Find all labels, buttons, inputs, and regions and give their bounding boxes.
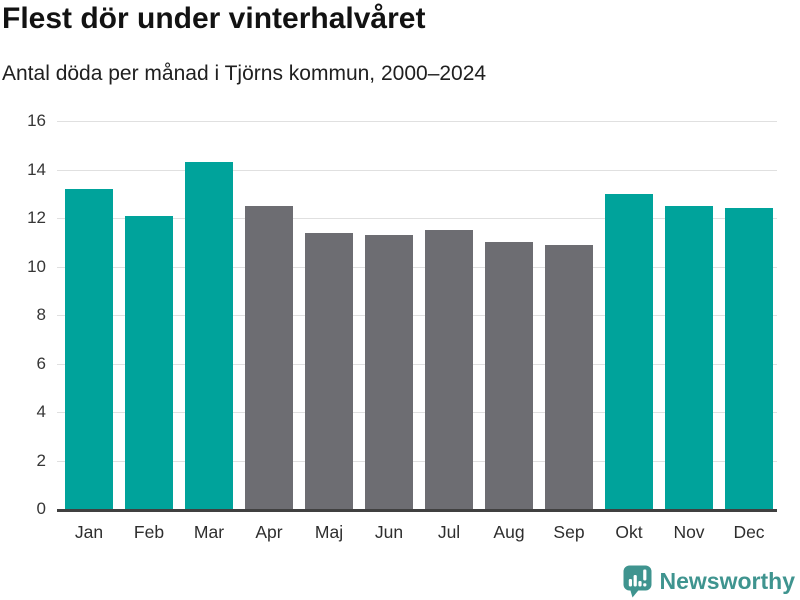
bar-jan <box>65 188 113 509</box>
bar-apr <box>245 205 293 509</box>
y-tick-label-2: 2 <box>36 450 46 470</box>
chart-subtitle: Antal döda per månad i Tjörns kommun, 20… <box>2 62 487 85</box>
gridline-16 <box>57 121 777 122</box>
brand-name: Newsworthy <box>659 567 795 594</box>
bar-mar <box>185 162 233 509</box>
bar-dec <box>725 208 773 509</box>
x-tick-label-feb: Feb <box>133 522 165 542</box>
bar-okt <box>605 193 653 509</box>
gridline-14 <box>57 169 777 171</box>
x-tick-label-jul: Jul <box>437 522 461 542</box>
bar-sep <box>545 244 593 509</box>
y-tick-label-14: 14 <box>27 159 46 179</box>
x-tick-label-okt: Okt <box>615 522 643 542</box>
bar-aug <box>485 242 533 509</box>
x-axis-labels: Jan Feb Mar Apr Maj Jun Jul Aug Sep Okt Nov Dec <box>57 519 777 545</box>
x-tick-label-dec: Dec <box>733 522 765 542</box>
y-tick-label-4: 4 <box>36 402 46 421</box>
gridline-6 <box>57 363 777 365</box>
y-tick-label-8: 8 <box>36 305 46 324</box>
plot-area <box>57 121 777 512</box>
y-axis-labels: 0 2 4 6 8 10 12 14 16 <box>0 111 46 518</box>
gridline-4 <box>57 412 777 413</box>
newsworthy-logo-icon <box>623 565 652 597</box>
chart-title: Flest dör under vinterhalvåret <box>2 2 426 35</box>
bar-jun <box>365 234 413 509</box>
y-tick-label-0: 0 <box>36 499 46 518</box>
x-tick-label-aug: Aug <box>493 522 525 542</box>
x-tick-label-mar: Mar <box>193 522 225 542</box>
y-tick-label-16: 16 <box>27 111 46 130</box>
gridline-10 <box>57 266 777 268</box>
x-tick-label-jan: Jan <box>74 522 104 542</box>
x-tick-label-sep: Sep <box>553 522 585 542</box>
gridline-8 <box>57 315 777 316</box>
bar-feb <box>125 215 173 509</box>
x-tick-label-jun: Jun <box>374 522 404 542</box>
x-tick-label-maj: Maj <box>314 522 344 542</box>
bar-jul <box>425 230 473 509</box>
gridline-2 <box>57 460 777 462</box>
bar-maj <box>305 232 353 509</box>
bar-nov <box>665 205 713 509</box>
y-tick-label-6: 6 <box>36 353 46 373</box>
x-tick-label-apr: Apr <box>255 522 283 542</box>
newsworthy-brand-link[interactable]: Newsworthy <box>623 564 795 598</box>
y-tick-label-12: 12 <box>27 208 46 227</box>
gridline-12 <box>57 218 777 219</box>
y-tick-label-10: 10 <box>27 256 46 276</box>
x-tick-label-nov: Nov <box>673 522 705 542</box>
